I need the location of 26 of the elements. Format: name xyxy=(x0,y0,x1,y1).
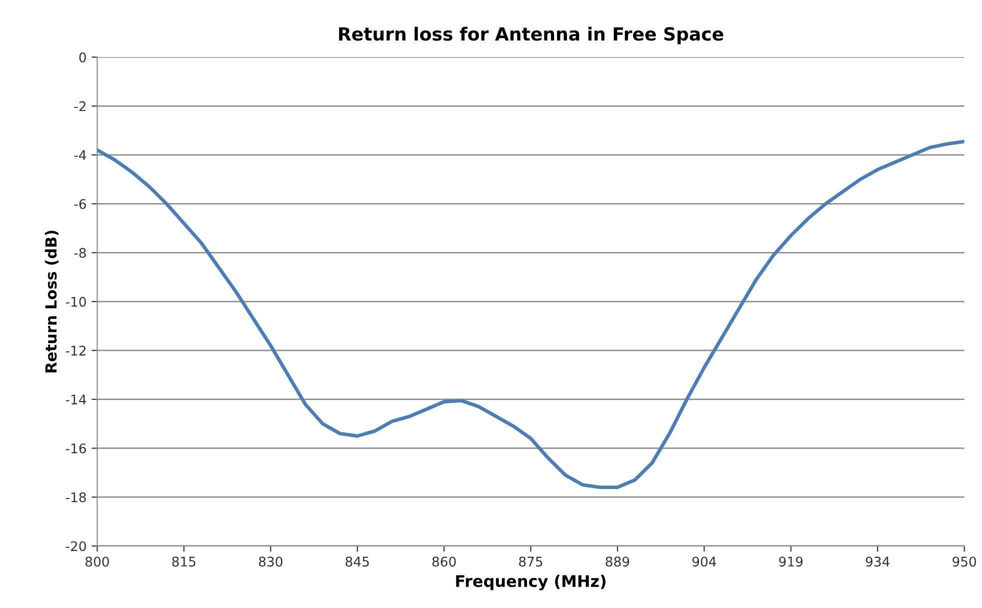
y-tick-label: -4 xyxy=(74,150,86,160)
y-tick-label: -14 xyxy=(66,394,86,404)
line-series xyxy=(97,140,964,490)
y-axis-title: Return Loss (dB) xyxy=(44,230,59,372)
y-tick-label: 0 xyxy=(79,52,86,62)
y-tick-label: -6 xyxy=(74,199,86,209)
x-tick-label: 845 xyxy=(346,556,369,567)
y-tick-label: -10 xyxy=(66,296,86,307)
x-tick-label: 904 xyxy=(692,556,716,567)
x-tick-label: 934 xyxy=(866,556,890,567)
y-tick-label: -8 xyxy=(74,248,86,258)
y-tick-label: -12 xyxy=(66,346,86,356)
y-tick-label: -16 xyxy=(66,443,86,454)
x-tick-label: 889 xyxy=(606,556,630,567)
y-tick-label: -2 xyxy=(74,101,86,112)
chart-title: Return loss for Antenna in Free Space xyxy=(339,26,724,44)
y-tick-label: -18 xyxy=(66,492,86,502)
y-tick-label: -20 xyxy=(66,541,86,552)
x-tick-label: 875 xyxy=(519,556,542,567)
x-tick-label: 800 xyxy=(86,556,109,567)
x-tick-label: 919 xyxy=(779,556,803,567)
x-tick-label: 830 xyxy=(258,556,282,567)
x-tick-label: 815 xyxy=(172,556,196,567)
x-tick-label: 860 xyxy=(432,556,456,567)
x-tick-label: 950 xyxy=(952,556,976,567)
x-axis-title: Frequency (MHz) xyxy=(456,574,606,590)
